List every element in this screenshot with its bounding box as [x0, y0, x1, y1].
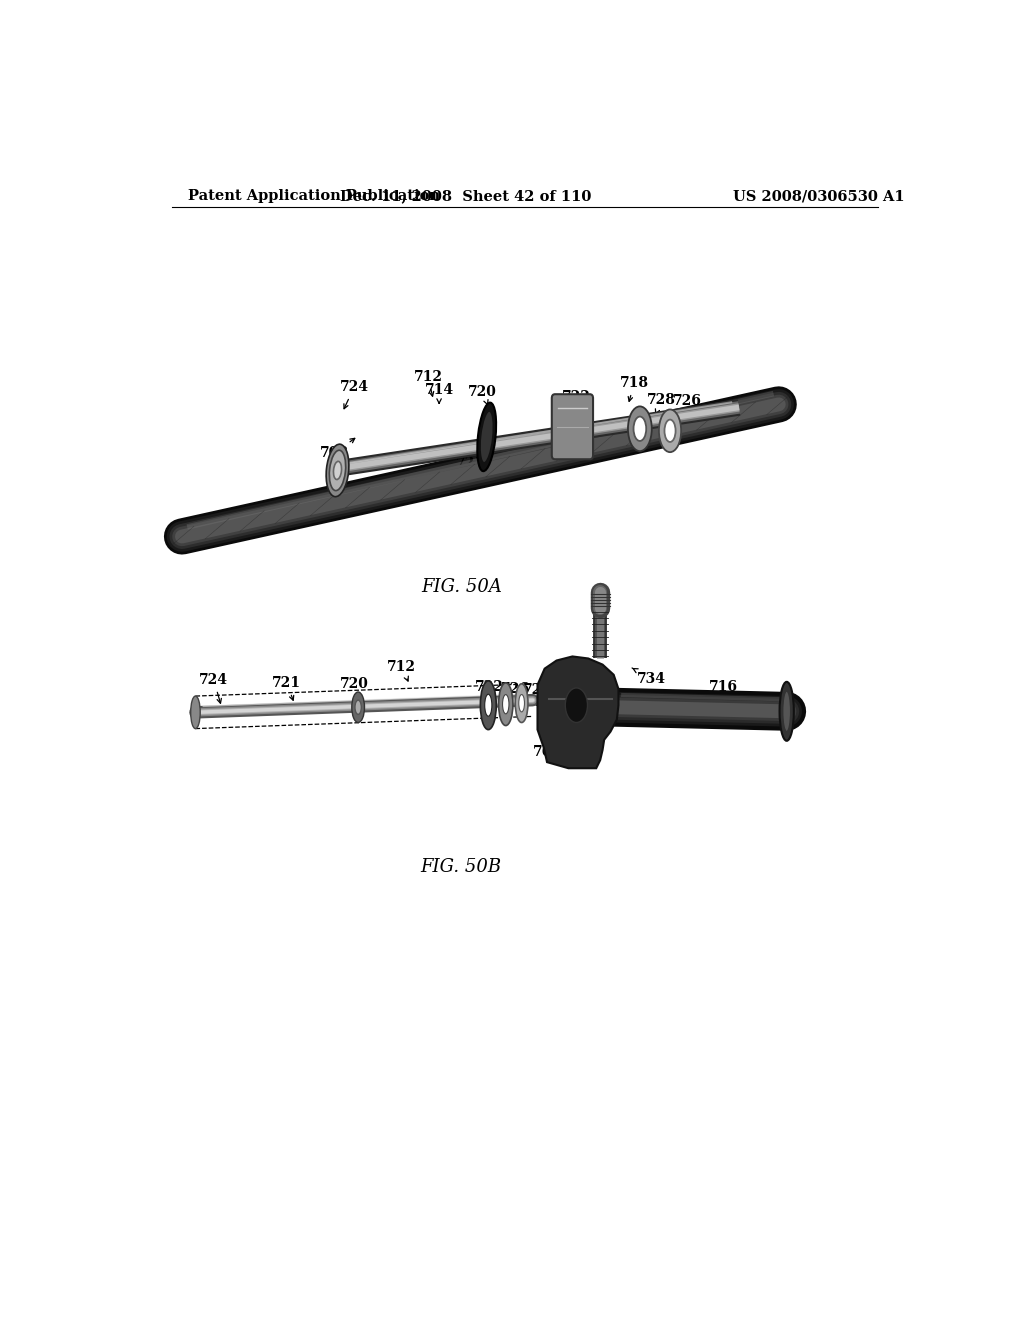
- Ellipse shape: [190, 696, 201, 729]
- Text: 722: 722: [475, 680, 504, 702]
- Ellipse shape: [515, 684, 528, 722]
- Text: 708: 708: [319, 438, 354, 461]
- Ellipse shape: [330, 450, 346, 491]
- Ellipse shape: [480, 681, 497, 730]
- Text: Dec. 11, 2008  Sheet 42 of 110: Dec. 11, 2008 Sheet 42 of 110: [340, 189, 591, 203]
- Ellipse shape: [658, 409, 681, 453]
- Text: 721: 721: [457, 449, 485, 470]
- Text: Patent Application Publication: Patent Application Publication: [187, 189, 439, 203]
- Ellipse shape: [352, 692, 365, 722]
- Text: 726: 726: [673, 395, 701, 414]
- Text: 728: 728: [523, 682, 552, 705]
- Text: 724: 724: [340, 380, 369, 409]
- Ellipse shape: [480, 411, 494, 463]
- Ellipse shape: [519, 694, 524, 711]
- FancyBboxPatch shape: [552, 395, 593, 459]
- Ellipse shape: [499, 682, 513, 726]
- Ellipse shape: [634, 417, 646, 441]
- Ellipse shape: [503, 694, 509, 714]
- Ellipse shape: [665, 420, 676, 442]
- Text: 734: 734: [632, 668, 667, 686]
- Ellipse shape: [565, 688, 588, 722]
- Text: 716: 716: [709, 680, 737, 701]
- Ellipse shape: [782, 690, 791, 731]
- Text: 718: 718: [620, 376, 649, 401]
- Ellipse shape: [326, 445, 349, 496]
- Text: 718: 718: [558, 747, 587, 770]
- Text: 722: 722: [562, 391, 591, 409]
- Ellipse shape: [779, 682, 794, 741]
- Ellipse shape: [355, 700, 361, 714]
- Text: 730: 730: [546, 692, 574, 706]
- Ellipse shape: [628, 407, 652, 451]
- Text: FIG. 50B: FIG. 50B: [421, 858, 502, 876]
- Ellipse shape: [484, 694, 492, 717]
- Text: 760: 760: [722, 700, 754, 713]
- Ellipse shape: [477, 403, 497, 471]
- Text: US 2008/0306530 A1: US 2008/0306530 A1: [732, 189, 904, 203]
- Polygon shape: [538, 656, 618, 768]
- Text: 721: 721: [272, 676, 301, 701]
- Text: FIG. 50A: FIG. 50A: [421, 578, 502, 597]
- Text: 768: 768: [532, 738, 561, 759]
- Text: 712: 712: [414, 370, 442, 396]
- Text: 726: 726: [501, 682, 529, 704]
- Text: 724: 724: [200, 673, 228, 704]
- Text: 712: 712: [387, 660, 417, 681]
- Text: 720: 720: [468, 385, 498, 405]
- Text: 714: 714: [425, 383, 454, 404]
- Ellipse shape: [334, 462, 342, 479]
- Text: 728: 728: [647, 393, 676, 413]
- Text: 720: 720: [340, 677, 369, 701]
